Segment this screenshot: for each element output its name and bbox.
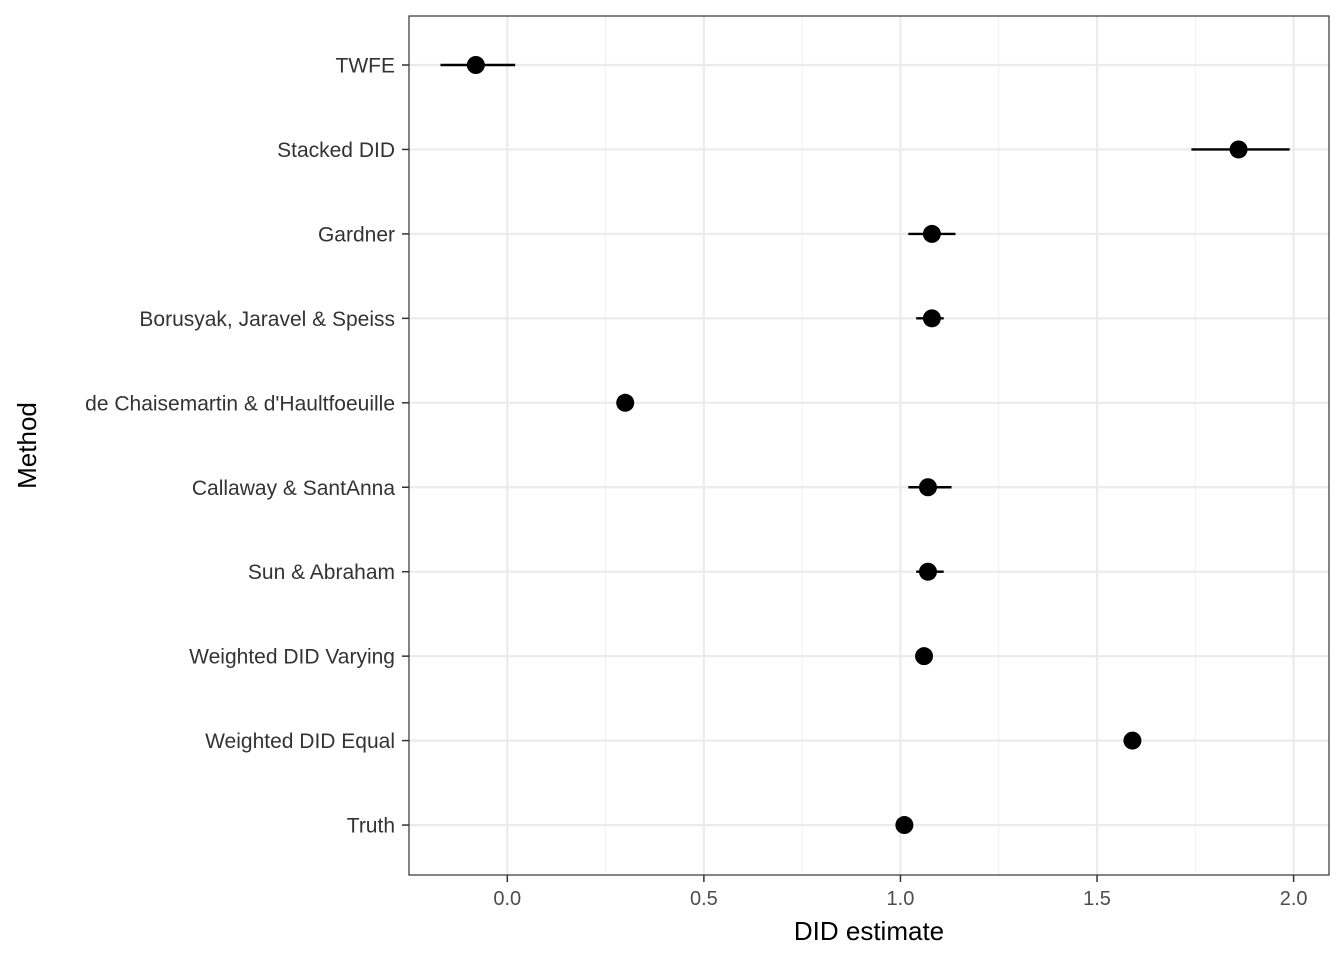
y-axis-ticks: TWFE Stacked DID Gardner Borusyak, Jaravel …	[85, 55, 409, 838]
x-axis-title: DID estimate	[794, 916, 944, 946]
estimate-point	[895, 816, 914, 835]
estimate-point	[1123, 731, 1142, 750]
y-tick-label: TWFE	[336, 55, 395, 78]
y-axis-title: Method	[12, 402, 42, 489]
estimate-marks	[440, 56, 1290, 835]
x-tick-label: 0.5	[690, 888, 718, 910]
estimate-point	[922, 309, 941, 328]
y-tick-label: Callaway & SantAnna	[192, 477, 395, 500]
x-tick-label: 2.0	[1280, 888, 1308, 910]
estimate-point	[1229, 140, 1248, 159]
y-tick-label: de Chaisemartin & d'Haultfoeuille	[85, 392, 395, 415]
estimate-point	[922, 224, 941, 243]
x-tick-label: 1.0	[887, 888, 915, 910]
y-tick-label: Weighted DID Equal	[205, 730, 395, 753]
estimate-point	[918, 562, 937, 581]
y-tick-label: Weighted DID Varying	[189, 646, 395, 669]
estimate-point	[616, 393, 635, 412]
y-tick-label: Stacked DID	[277, 139, 395, 162]
estimate-point	[915, 647, 934, 666]
plot-panel-border	[408, 15, 1330, 876]
y-tick-label: Borusyak, Jaravel & Speiss	[139, 308, 395, 331]
y-tick-label: Truth	[347, 815, 395, 838]
x-tick-label: 1.5	[1083, 888, 1111, 910]
estimate-point	[918, 478, 937, 497]
x-tick-label: 0.0	[493, 888, 521, 910]
x-axis-ticks: 0.0 0.5 1.0 1.5 2.0	[493, 875, 1308, 910]
major-gridlines	[409, 16, 1329, 875]
estimate-point	[466, 56, 485, 74]
y-tick-label: Sun & Abraham	[248, 561, 395, 584]
y-tick-label: Gardner	[318, 223, 395, 246]
